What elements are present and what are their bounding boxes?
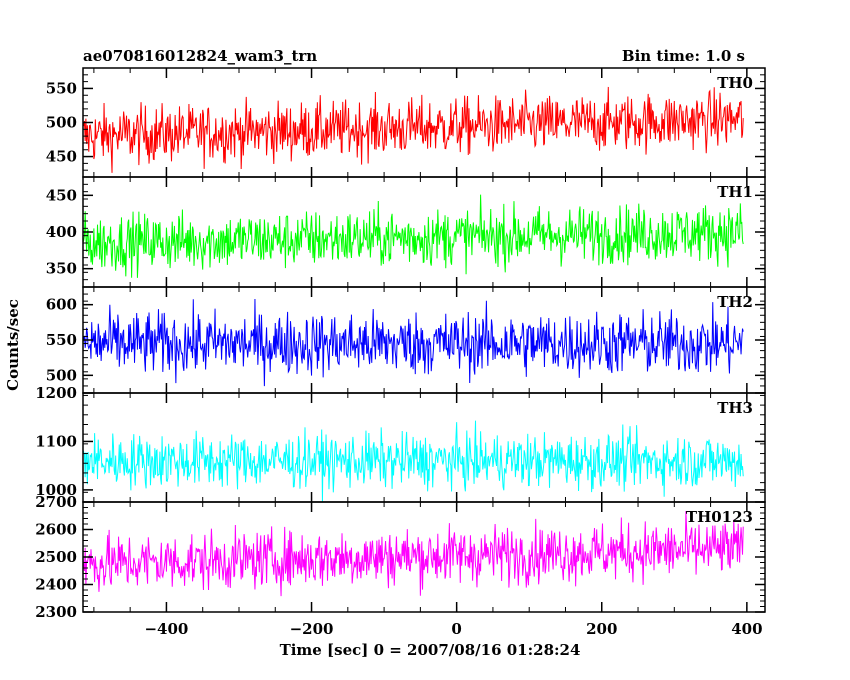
y-tick-label: 600 [46,296,77,314]
panel-label: TH0 [717,74,753,92]
x-axis-label: Time [sec] 0 = 2007/08/16 01:28:24 [280,641,581,659]
y-tick-label: 1200 [35,384,77,402]
y-tick-label: 550 [46,331,77,349]
bin-time-label: Bin time: 1.0 s [622,47,745,65]
x-tick-label: −400 [144,620,188,638]
y-tick-label: 350 [46,260,77,278]
panel-label: TH1 [717,183,753,201]
y-tick-label: 500 [46,114,77,132]
panel-th0123: 2300 2400 2500 2600 2700 TH0123 [35,493,766,621]
series-line-th0123 [83,511,744,597]
panel-th3: 1000 1100 1200 TH3 [35,384,766,503]
panel-th1: 350 400 450 TH1 [46,176,766,288]
y-tick-label: 1000 [35,481,77,499]
x-tick-label: 400 [731,620,762,638]
x-tick-label: 200 [586,620,617,638]
panel-th2: 500 550 600 TH2 [46,286,766,394]
panel-label: TH3 [717,399,753,417]
y-tick-label: 450 [46,148,77,166]
y-tick-label: 500 [46,366,77,384]
y-tick-label: 1100 [35,432,77,450]
series-line-th3 [83,420,744,502]
y-tick-label: 450 [46,186,77,204]
x-tick-label: −200 [290,620,334,638]
y-tick-label: 2600 [35,521,77,539]
panel-label: TH0123 [686,508,753,526]
panel-label: TH2 [717,293,753,311]
y-tick-label: 550 [46,79,77,97]
series-line-th1 [83,194,744,278]
x-tick-label: 0 [451,620,461,638]
y-tick-label: 400 [46,223,77,241]
y-tick-label: 2400 [35,576,77,594]
y-tick-label: 2500 [35,548,77,566]
y-tick-label: 2300 [35,603,77,621]
y-tick-label: 2700 [35,493,77,511]
panel-th0: 450 500 550 TH0 [46,67,766,178]
chart-title: ae070816012824_wam3_trn [83,47,317,65]
x-axis: −400 −200 0 200 400 [144,620,762,638]
series-line-th2 [83,298,744,387]
series-line-th0 [83,86,744,173]
panels-group: 450 500 550 TH0 350 400 450 TH1 500 550 600 TH2 1000… [35,67,766,621]
y-axis-label: Counts/sec [4,299,22,391]
